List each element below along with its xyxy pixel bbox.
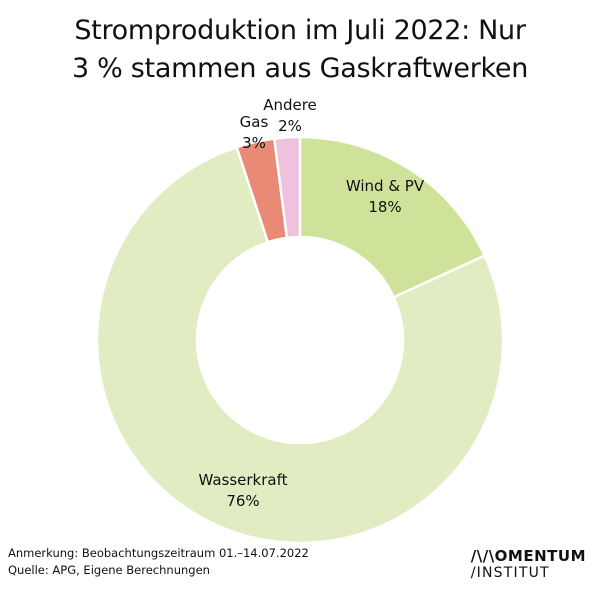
momentum-institut-logo: /\/\OMENTUM /INSTITUT: [471, 548, 586, 582]
logo-line-1: /\/\OMENTUM: [470, 547, 586, 565]
donut-slices: [95, 135, 505, 545]
donut-labels: Wind & PV 18% Wasserkraft 76% Gas 3% Andere 2%: [198, 96, 424, 510]
slice-name-wind-pv: Wind & PV: [346, 177, 425, 195]
slice-name-andere: Andere: [263, 96, 317, 114]
logo-line-2: /INSTITUT: [470, 565, 550, 581]
slice-andere: [272, 135, 302, 240]
slice-value-wasserkraft: 76%: [226, 492, 259, 510]
slice-value-wind-pv: 18%: [368, 198, 401, 216]
chart-title-line-2: 3 % stammen aus Gaskraftwerken: [71, 53, 529, 84]
slice-value-andere: 2%: [278, 117, 302, 135]
slice-wasserkraft: [95, 145, 505, 545]
footer-source: Quelle: APG, Eigene Berechnungen: [8, 563, 210, 577]
footer-note: Anmerkung: Beobachtungszeitraum 01.–14.0…: [8, 546, 309, 560]
chart-title: Stromproduktion im Juli 2022: Nur 3 % st…: [0, 12, 600, 88]
chart-footer: Anmerkung: Beobachtungszeitraum 01.–14.0…: [8, 545, 309, 579]
slice-name-wasserkraft: Wasserkraft: [198, 471, 287, 489]
slice-name-gas: Gas: [240, 113, 269, 131]
slice-value-gas: 3%: [242, 134, 266, 152]
slice-wind-pv: [298, 135, 487, 299]
chart-title-line-1: Stromproduktion im Juli 2022: Nur: [74, 15, 526, 46]
